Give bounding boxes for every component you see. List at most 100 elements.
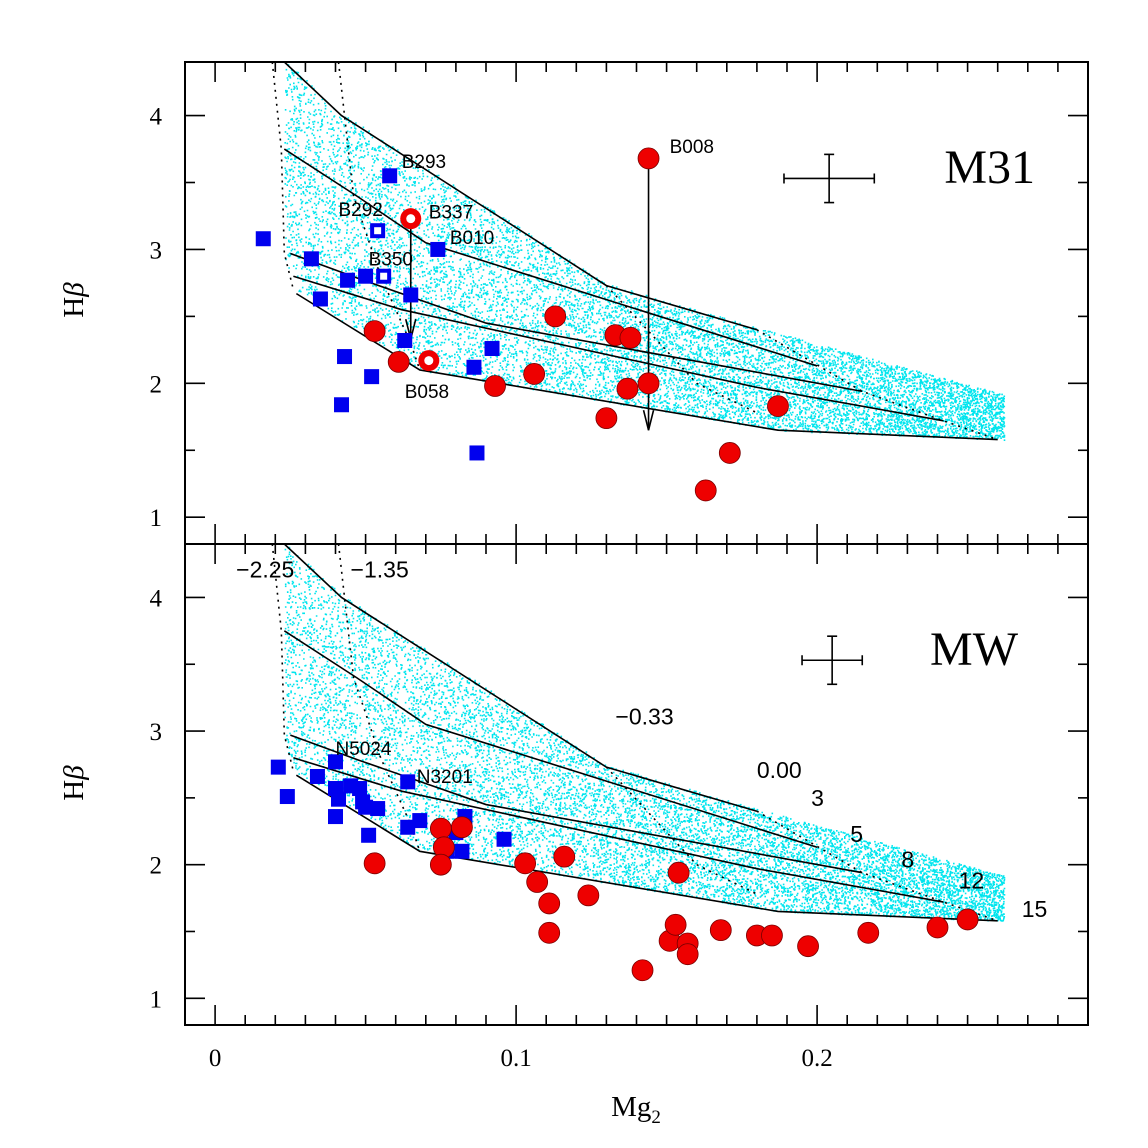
markers-mw xyxy=(270,754,979,982)
circle-marker xyxy=(709,919,732,942)
square-marker xyxy=(358,268,374,284)
open-circle-hole xyxy=(424,356,434,366)
square-marker xyxy=(400,819,416,835)
panel-m31: B293 B008 B292 B337 B010 B350 B058 1 2 3 4 M31 xyxy=(150,61,1089,545)
metallicity-line-1 xyxy=(337,62,421,371)
square-marker xyxy=(496,831,512,847)
age-line-5 xyxy=(283,148,818,367)
square-marker xyxy=(279,789,295,805)
circle-marker xyxy=(363,320,386,343)
circle-marker xyxy=(637,147,660,170)
x-axis-title: Mg2 xyxy=(611,1091,661,1128)
x-tick-label: 0.2 xyxy=(801,1045,832,1072)
x-tick-labels: 0 0.1 0.2 xyxy=(209,1045,833,1072)
circle-marker xyxy=(664,913,687,936)
age-line-15 xyxy=(295,774,998,922)
model-grid-lines-m31 xyxy=(271,62,998,441)
square-marker xyxy=(352,781,368,797)
x-axis-title-main: Mg xyxy=(611,1091,651,1123)
circle-marker xyxy=(718,442,741,464)
point-label: B008 xyxy=(670,137,714,158)
square-marker xyxy=(403,287,419,303)
metallicity-line-0 xyxy=(271,544,295,772)
square-marker xyxy=(303,251,319,267)
y-axis-title-top-greek: β xyxy=(58,282,90,298)
model-cloud-mw xyxy=(284,546,1006,922)
circle-marker xyxy=(387,351,410,373)
square-marker xyxy=(400,774,416,790)
age-line-15 xyxy=(295,292,998,441)
square-marker xyxy=(331,791,347,807)
x-tick-label: 0.1 xyxy=(500,1045,531,1072)
square-marker xyxy=(469,445,485,461)
square-marker xyxy=(340,272,356,288)
square-marker xyxy=(397,332,413,348)
y-tick-label: 4 xyxy=(150,585,163,612)
circle-marker xyxy=(526,871,549,893)
open-circle-hole xyxy=(406,214,416,224)
y-tick-label: 3 xyxy=(150,237,163,264)
circle-marker xyxy=(956,908,979,931)
square-marker xyxy=(309,768,325,784)
circle-marker xyxy=(619,326,642,349)
circle-marker xyxy=(429,853,452,876)
circle-marker xyxy=(761,924,783,947)
age-line-12 xyxy=(293,275,944,422)
grid-label: 15 xyxy=(1022,896,1048,922)
circle-marker xyxy=(577,884,600,907)
age-line-8 xyxy=(290,734,863,874)
circle-marker xyxy=(857,921,880,944)
y-axis-title-bottom: Hβ xyxy=(58,765,90,801)
error-bar-m31 xyxy=(783,153,876,204)
circle-marker xyxy=(797,935,819,958)
square-marker xyxy=(358,799,374,815)
point-label: B292 xyxy=(339,200,383,221)
square-marker xyxy=(255,231,271,247)
circle-marker xyxy=(363,852,386,875)
square-marker xyxy=(364,369,380,385)
y-tick-label: 2 xyxy=(150,371,163,398)
grid-label: −1.35 xyxy=(351,556,409,582)
square-marker xyxy=(484,341,500,357)
square-marker xyxy=(328,809,343,825)
y-tick-label: 4 xyxy=(150,104,163,131)
circle-marker xyxy=(595,407,618,430)
annotations-mw: N5024 N3201 −2.25 −1.35 −0.33 0.00 35 8 12 15 xyxy=(236,556,1047,921)
circle-marker xyxy=(523,363,546,385)
point-label: B010 xyxy=(450,228,494,249)
grid-label: 5 xyxy=(850,821,863,847)
square-marker xyxy=(337,349,353,365)
panel-label-mw: MW xyxy=(930,623,1019,676)
age-line-3 xyxy=(283,544,758,812)
annotations-m31: B293 B008 B292 B337 B010 B350 B058 xyxy=(339,137,714,403)
point-label: B350 xyxy=(369,250,413,271)
y-axis-title-top-main: H xyxy=(58,297,90,318)
circle-marker xyxy=(514,852,537,875)
age-line-3 xyxy=(283,62,758,331)
square-marker xyxy=(382,168,398,184)
square-marker xyxy=(361,827,377,843)
y-axis-title-bottom-main: H xyxy=(58,780,90,801)
y-axis-title-bottom-greek: β xyxy=(58,765,90,781)
circle-marker xyxy=(926,916,949,939)
arrow-head-1 xyxy=(642,410,655,431)
model-cloud-dots xyxy=(284,64,1006,441)
circle-marker xyxy=(667,861,690,884)
x-axis-title-sub: 2 xyxy=(651,1107,661,1128)
circle-marker xyxy=(538,921,561,944)
square-marker xyxy=(270,759,286,775)
circle-marker xyxy=(484,375,506,397)
circle-marker xyxy=(553,845,576,868)
circle-marker xyxy=(616,377,639,400)
metallicity-line-2 xyxy=(605,285,758,414)
grid-label: 8 xyxy=(901,846,914,872)
point-label: B293 xyxy=(402,152,446,173)
markers-m31 xyxy=(255,147,789,502)
y-tick-label: 2 xyxy=(150,853,163,880)
y-tick-label: 1 xyxy=(150,505,163,532)
circle-marker xyxy=(538,892,561,915)
circle-marker xyxy=(429,817,452,840)
